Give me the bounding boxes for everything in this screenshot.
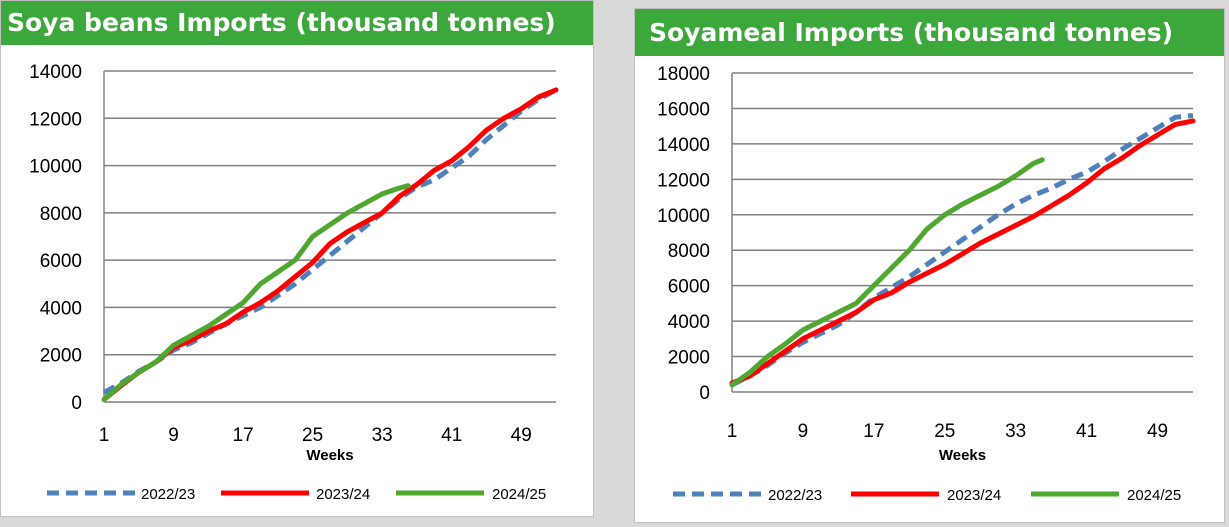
- x-tick-label: 49: [1147, 421, 1168, 442]
- y-tick-label: 18000: [657, 64, 710, 85]
- y-tick-label: 10000: [657, 206, 710, 227]
- y-tick-label: 2000: [668, 348, 710, 369]
- legend-label: 2023/24: [316, 486, 370, 503]
- x-tick-label: 25: [302, 425, 323, 446]
- x-axis-title: Weeks: [306, 447, 353, 464]
- x-tick-label: 9: [168, 425, 179, 446]
- series-line-2023-24: [101, 87, 559, 403]
- y-tick-label: 8000: [668, 241, 710, 262]
- x-tick-label: 49: [511, 425, 532, 446]
- y-tick-label: 0: [71, 393, 82, 414]
- series-line-2024-25: [729, 157, 1045, 388]
- y-tick-label: 12000: [29, 109, 82, 130]
- y-tick-label: 14000: [657, 135, 710, 156]
- y-tick-label: 4000: [668, 312, 710, 333]
- y-tick-label: 8000: [40, 204, 82, 225]
- x-tick-label: 9: [798, 421, 809, 442]
- series-line-2022-23: [730, 113, 1194, 388]
- soybeans-imports-chart: 0 2000 4000 6000 8000 10000 12000 14000 1 9 17 25 33…: [29, 62, 559, 503]
- series-line-2024-25: [101, 183, 411, 403]
- x-tick-label: 41: [1076, 421, 1097, 442]
- y-tick-label: 4000: [40, 298, 82, 319]
- y-tick-label: 6000: [40, 251, 82, 272]
- x-tick-label: 33: [1005, 421, 1026, 442]
- chart-title: Soyameal Imports (thousand tonnes): [635, 9, 1224, 56]
- legend-label: 2022/23: [768, 487, 822, 504]
- x-tick-label: 33: [372, 425, 393, 446]
- y-tick-label: 0: [699, 383, 710, 404]
- soyameal-chart-panel: Soyameal Imports (thousand tonnes) 0 2000…: [634, 8, 1225, 523]
- x-tick-label: 25: [934, 421, 955, 442]
- y-tick-label: 2000: [40, 346, 82, 367]
- y-tick-label: 6000: [668, 277, 710, 298]
- legend-label: 2024/25: [492, 486, 546, 503]
- legend-label: 2023/24: [947, 487, 1001, 504]
- x-tick-label: 17: [233, 425, 254, 446]
- series-line-2023-24: [729, 118, 1196, 386]
- y-tick-label: 16000: [657, 99, 710, 120]
- x-tick-label: 1: [727, 421, 738, 442]
- x-axis-title: Weeks: [939, 447, 986, 464]
- x-tick-label: 41: [441, 425, 462, 446]
- chart-title: Soya beans Imports (thousand tonnes): [1, 1, 593, 45]
- y-tick-label: 10000: [29, 157, 82, 178]
- y-tick-label: 12000: [657, 170, 710, 191]
- legend-label: 2022/23: [141, 486, 195, 503]
- y-tick-label: 14000: [29, 62, 82, 83]
- x-tick-label: 1: [99, 425, 110, 446]
- soyameal-imports-chart: 0 2000 4000 6000 8000 10000 12000 14000 16000 180…: [657, 64, 1196, 504]
- legend-label: 2024/25: [1127, 487, 1181, 504]
- soybeans-chart-panel: Soya beans Imports (thousand tonnes) 0 20…: [0, 0, 594, 517]
- x-tick-label: 17: [863, 421, 884, 442]
